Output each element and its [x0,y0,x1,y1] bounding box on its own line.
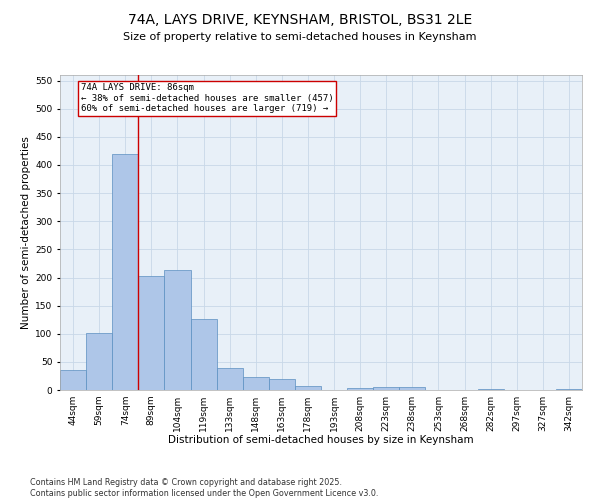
Bar [191,319,217,390]
X-axis label: Distribution of semi-detached houses by size in Keynsham: Distribution of semi-detached houses by … [168,436,474,446]
Text: Size of property relative to semi-detached houses in Keynsham: Size of property relative to semi-detach… [123,32,477,42]
Bar [347,388,373,390]
Bar [400,387,425,390]
Bar [295,386,321,390]
Bar [373,386,400,390]
Y-axis label: Number of semi-detached properties: Number of semi-detached properties [21,136,31,329]
Bar [112,154,139,390]
Text: 74A, LAYS DRIVE, KEYNSHAM, BRISTOL, BS31 2LE: 74A, LAYS DRIVE, KEYNSHAM, BRISTOL, BS31… [128,12,472,26]
Bar [86,333,112,390]
Bar [164,270,191,390]
Bar [269,380,295,390]
Bar [60,370,86,390]
Bar [217,368,243,390]
Text: 74A LAYS DRIVE: 86sqm
← 38% of semi-detached houses are smaller (457)
60% of sem: 74A LAYS DRIVE: 86sqm ← 38% of semi-deta… [81,84,334,113]
Bar [139,276,164,390]
Bar [242,376,269,390]
Text: Contains HM Land Registry data © Crown copyright and database right 2025.
Contai: Contains HM Land Registry data © Crown c… [30,478,379,498]
